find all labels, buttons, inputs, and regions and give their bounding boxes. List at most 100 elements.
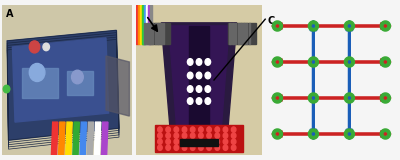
Bar (67, 71, 93, 95)
Circle shape (207, 139, 211, 144)
Text: C: C (268, 16, 275, 26)
Bar (160, 23, 162, 44)
Circle shape (207, 133, 211, 138)
Polygon shape (51, 122, 58, 155)
Circle shape (199, 127, 203, 132)
Polygon shape (106, 56, 129, 116)
Polygon shape (12, 38, 109, 122)
Bar (235, 23, 236, 44)
Circle shape (182, 133, 187, 138)
Circle shape (205, 59, 210, 65)
Bar (229, 23, 231, 44)
Circle shape (182, 127, 187, 132)
Bar (180, 139, 218, 146)
Bar (146, 23, 148, 44)
Polygon shape (58, 122, 65, 155)
Bar (149, 23, 151, 44)
Circle shape (196, 59, 202, 65)
Circle shape (223, 145, 228, 150)
Bar (140, 5, 142, 44)
Circle shape (199, 139, 203, 144)
Circle shape (199, 133, 203, 138)
Circle shape (196, 72, 202, 79)
Bar (243, 23, 245, 44)
Circle shape (29, 64, 45, 81)
Circle shape (72, 70, 83, 84)
Bar (155, 125, 243, 152)
Bar (240, 23, 242, 44)
Circle shape (215, 133, 220, 138)
Bar (152, 23, 153, 44)
Polygon shape (80, 122, 86, 155)
Circle shape (188, 72, 193, 79)
Circle shape (190, 145, 195, 150)
Bar (142, 5, 144, 44)
Polygon shape (169, 26, 229, 140)
Bar (249, 23, 250, 44)
Circle shape (174, 133, 178, 138)
Text: B: B (140, 9, 147, 19)
Bar (228, 23, 256, 44)
Circle shape (205, 72, 210, 79)
Polygon shape (73, 122, 79, 155)
Circle shape (188, 86, 193, 92)
Circle shape (158, 139, 162, 144)
Circle shape (231, 139, 236, 144)
Circle shape (223, 127, 228, 132)
Bar (246, 23, 247, 44)
Bar (158, 23, 159, 44)
Polygon shape (161, 23, 237, 143)
Bar (189, 26, 209, 140)
Text: A: A (6, 9, 14, 19)
Bar (144, 23, 145, 44)
Circle shape (196, 98, 202, 104)
Bar (232, 23, 234, 44)
Circle shape (207, 127, 211, 132)
Circle shape (231, 127, 236, 132)
Polygon shape (66, 122, 72, 155)
Circle shape (231, 145, 236, 150)
Circle shape (166, 133, 170, 138)
Circle shape (215, 145, 220, 150)
Bar (136, 5, 138, 44)
Circle shape (190, 139, 195, 144)
Circle shape (223, 133, 228, 138)
Bar (155, 23, 156, 44)
Bar (22, 68, 58, 98)
Circle shape (182, 139, 187, 144)
Circle shape (158, 127, 162, 132)
Bar (142, 23, 170, 44)
Circle shape (231, 133, 236, 138)
Circle shape (158, 133, 162, 138)
Circle shape (188, 98, 193, 104)
Bar (238, 23, 239, 44)
Circle shape (166, 139, 170, 144)
Circle shape (199, 145, 203, 150)
Circle shape (174, 127, 178, 132)
Bar (163, 23, 164, 44)
Circle shape (166, 145, 170, 150)
Circle shape (182, 145, 187, 150)
Circle shape (174, 145, 178, 150)
Circle shape (223, 139, 228, 144)
Bar (146, 5, 148, 44)
Circle shape (174, 139, 178, 144)
Circle shape (3, 85, 10, 93)
Circle shape (215, 139, 220, 144)
Circle shape (205, 98, 210, 104)
Circle shape (166, 127, 170, 132)
Circle shape (29, 41, 40, 53)
Circle shape (196, 86, 202, 92)
Circle shape (190, 127, 195, 132)
Polygon shape (94, 122, 101, 155)
Polygon shape (7, 30, 119, 140)
Bar (150, 5, 152, 44)
Polygon shape (102, 122, 108, 155)
Circle shape (207, 145, 211, 150)
Circle shape (205, 86, 210, 92)
Circle shape (43, 43, 50, 51)
Polygon shape (87, 122, 94, 155)
Circle shape (190, 133, 195, 138)
Bar (144, 5, 146, 44)
Bar (148, 5, 150, 44)
